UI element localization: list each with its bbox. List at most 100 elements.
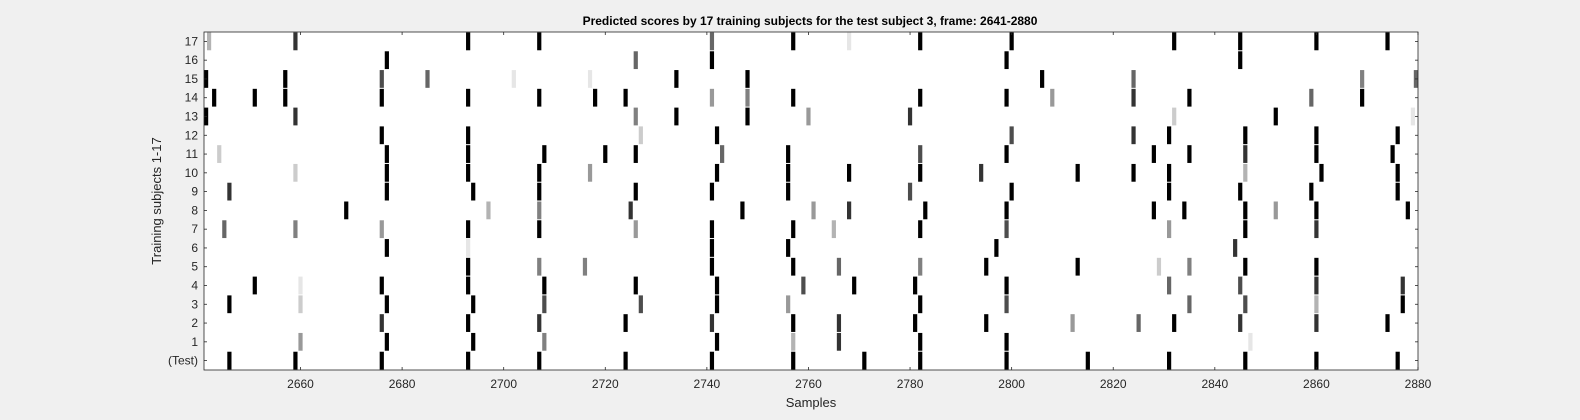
- x-tick-label: 2700: [490, 377, 517, 391]
- heatmap-cell: [633, 107, 638, 126]
- heatmap-cell: [628, 201, 633, 220]
- heatmap-cell: [674, 70, 679, 88]
- heatmap-cell: [384, 239, 389, 257]
- heatmap-cell: [623, 88, 628, 107]
- heatmap-cell: [918, 145, 923, 163]
- heatmap-cell: [252, 276, 257, 295]
- heatmap-cell: [623, 351, 628, 370]
- heatmap-cell: [384, 182, 389, 201]
- x-tick-label: 2740: [694, 377, 721, 391]
- heatmap-cell: [1009, 126, 1014, 145]
- heatmap-cell: [1172, 107, 1177, 126]
- heatmap-cell: [791, 332, 796, 351]
- heatmap-cell: [745, 70, 750, 88]
- heatmap-cell: [466, 163, 471, 182]
- heatmap-cell: [836, 314, 842, 332]
- heatmap-cell: [283, 70, 288, 88]
- heatmap-cell: [633, 51, 638, 70]
- heatmap-cell: [714, 332, 720, 351]
- heatmap-cell: [1172, 32, 1177, 51]
- heatmap-cell: [593, 88, 598, 107]
- heatmap-cell: [1243, 163, 1248, 182]
- heatmap-cell: [831, 220, 836, 239]
- heatmap-cell: [1360, 70, 1365, 88]
- heatmap-cell: [709, 351, 715, 370]
- heatmap-cell: [227, 182, 232, 201]
- chart-title: Predicted scores by 17 training subjects…: [583, 14, 1038, 28]
- heatmap-cell: [537, 257, 542, 276]
- heatmap-cell: [1400, 295, 1405, 314]
- heatmap-cell: [709, 257, 715, 276]
- heatmap-cell: [1004, 276, 1009, 295]
- heatmap-cell: [1167, 182, 1172, 201]
- heatmap-cell: [537, 220, 542, 239]
- heatmap-cell: [212, 88, 217, 107]
- heatmap-cell: [1167, 163, 1172, 182]
- heatmap-cell: [918, 220, 923, 239]
- y-axis-label: Training subjects 1-17: [149, 137, 164, 264]
- heatmap-cell: [1085, 351, 1090, 370]
- x-tick-label: 2880: [1405, 377, 1432, 391]
- heatmap-cell: [633, 145, 638, 163]
- heatmap-cell: [714, 126, 720, 145]
- plot-frame: [203, 31, 1419, 371]
- x-tick-label: 2860: [1303, 377, 1330, 391]
- heatmap-cell: [1243, 351, 1248, 370]
- heatmap-cell: [466, 276, 471, 295]
- heatmap-cell: [1395, 163, 1400, 182]
- heatmap-cell: [714, 276, 720, 295]
- heatmap-cell: [1004, 220, 1009, 239]
- heatmap-cell: [709, 51, 715, 70]
- heatmap-cell: [1243, 295, 1248, 314]
- heatmap-cell: [984, 314, 989, 332]
- heatmap-cell: [918, 351, 923, 370]
- heatmap-cell: [1004, 351, 1009, 370]
- heatmap-cell: [217, 145, 222, 163]
- heatmap-cell: [283, 88, 288, 107]
- heatmap-cell: [994, 239, 999, 257]
- heatmap-cell: [466, 220, 471, 239]
- heatmap-cell: [471, 295, 476, 314]
- heatmap-cell: [384, 332, 389, 351]
- x-tick-label: 2840: [1201, 377, 1228, 391]
- heatmap-cell: [791, 314, 796, 332]
- heatmap-cell: [1187, 88, 1192, 107]
- heatmap-cell: [1075, 163, 1080, 182]
- heatmap-cell: [293, 32, 298, 51]
- heatmap-cell: [1070, 314, 1075, 332]
- heatmap-cell: [542, 332, 547, 351]
- heatmap-cell: [1243, 201, 1248, 220]
- heatmap-cell: [714, 163, 720, 182]
- heatmap-cell: [638, 126, 643, 145]
- x-tick-label: 2660: [287, 377, 314, 391]
- heatmap-cell: [1009, 182, 1014, 201]
- heatmap-cell: [1314, 145, 1319, 163]
- heatmap-cell: [907, 107, 913, 126]
- heatmap-cell: [1314, 276, 1319, 295]
- heatmap-cell: [1187, 145, 1192, 163]
- heatmap-cell: [786, 163, 791, 182]
- heatmap-cell: [1167, 276, 1172, 295]
- heatmap-cell: [542, 145, 547, 163]
- heatmap-cell: [1243, 220, 1248, 239]
- heatmap-cell: [740, 201, 745, 220]
- heatmap-cell: [1309, 88, 1314, 107]
- heatmap-cell: [466, 314, 471, 332]
- heatmap-cell: [1314, 295, 1319, 314]
- heatmap-cell: [1309, 182, 1314, 201]
- heatmap-cell: [1390, 145, 1395, 163]
- y-tick-label: 3: [191, 297, 198, 311]
- heatmap-cell: [1238, 314, 1243, 332]
- heatmap-cell: [1156, 257, 1162, 276]
- heatmap-cell: [1243, 257, 1248, 276]
- heatmap-cell: [918, 163, 923, 182]
- heatmap-cell: [1400, 276, 1405, 295]
- heatmap-cell: [1040, 70, 1045, 88]
- heatmap-cell: [1167, 220, 1172, 239]
- heatmap-cell: [1314, 351, 1319, 370]
- heatmap-cell: [384, 145, 389, 163]
- heatmap-cell: [384, 51, 389, 70]
- heatmap-cell: [1385, 32, 1390, 51]
- heatmap-cell: [537, 88, 542, 107]
- heatmap-cell: [1009, 32, 1014, 51]
